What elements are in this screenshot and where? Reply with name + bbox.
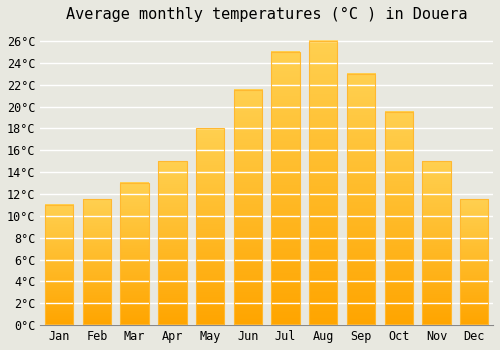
- Bar: [45, 205, 74, 325]
- Bar: [309, 41, 338, 325]
- Bar: [422, 161, 450, 325]
- Bar: [384, 112, 413, 325]
- Bar: [120, 183, 149, 325]
- Bar: [347, 74, 375, 325]
- Bar: [460, 199, 488, 325]
- Bar: [234, 90, 262, 325]
- Bar: [158, 161, 186, 325]
- Title: Average monthly temperatures (°C ) in Douera: Average monthly temperatures (°C ) in Do…: [66, 7, 468, 22]
- Bar: [83, 199, 111, 325]
- Bar: [196, 128, 224, 325]
- Bar: [272, 52, 299, 325]
